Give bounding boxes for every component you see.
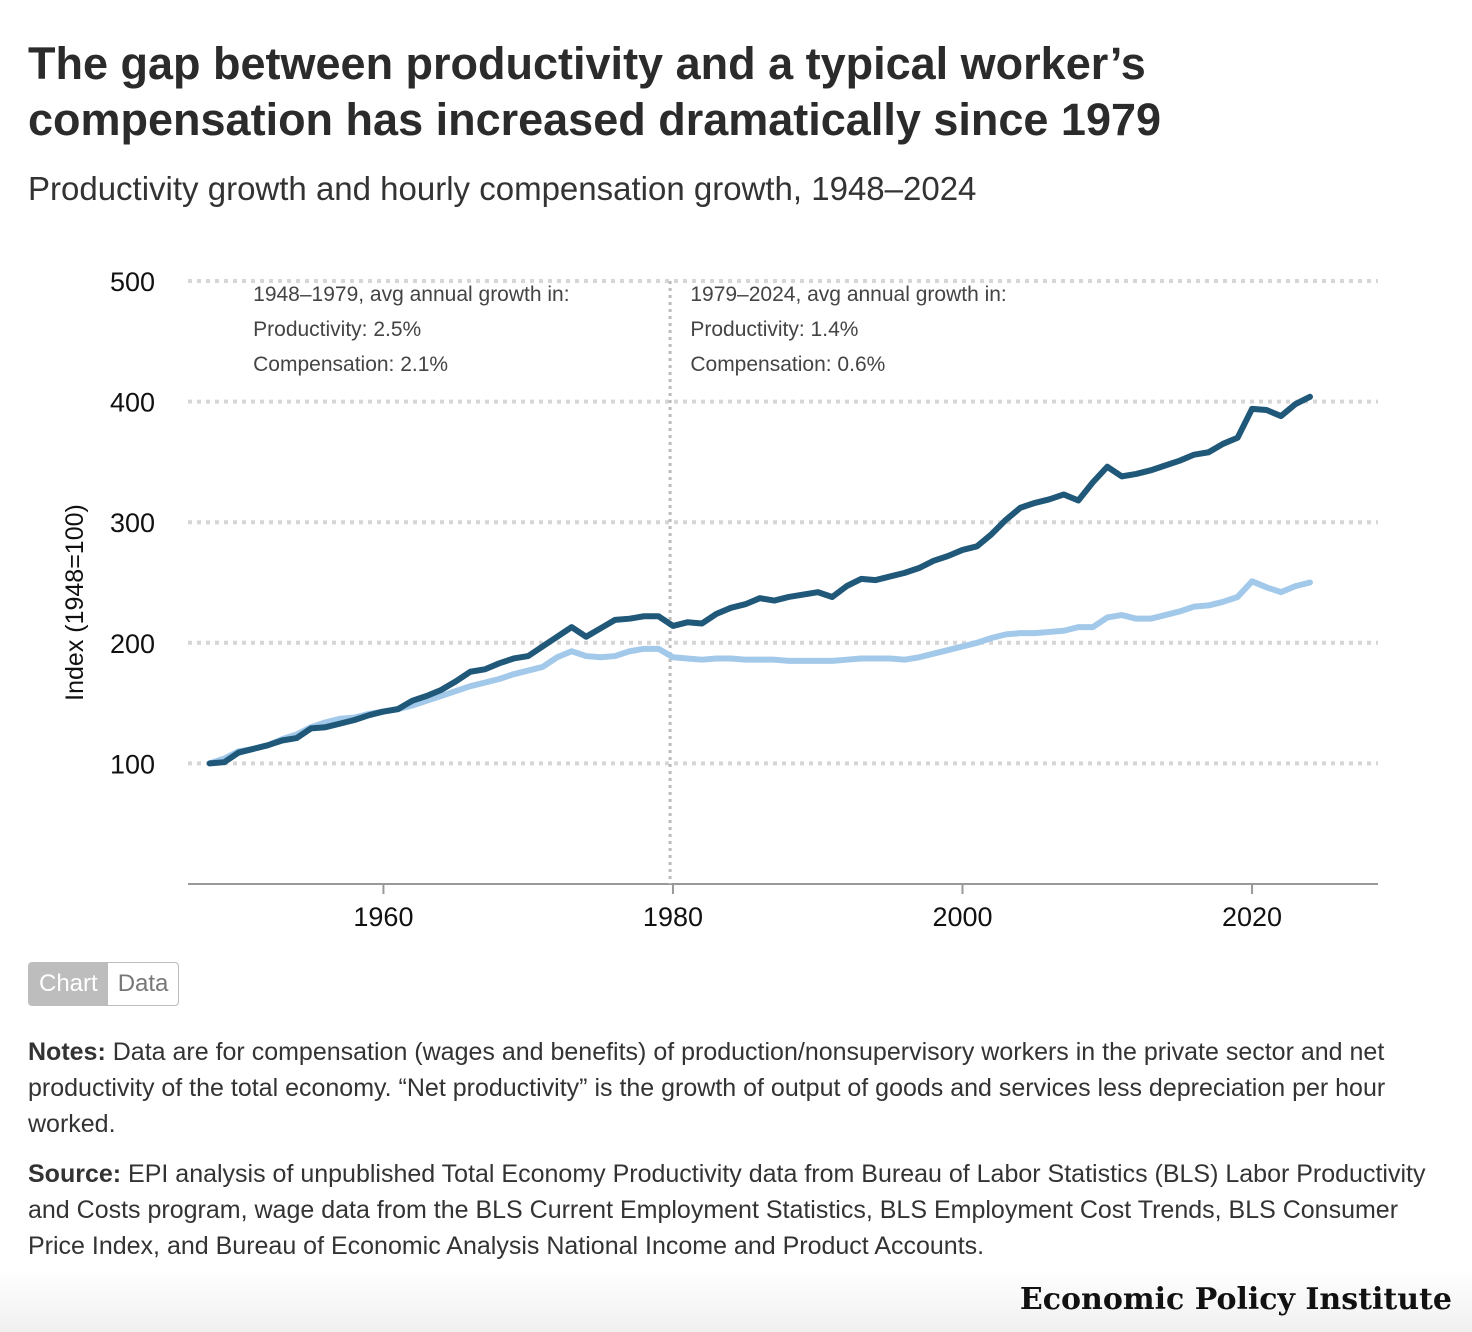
chart-tab-button[interactable]: Chart xyxy=(29,963,108,1005)
annotation-line: Compensation: 2.1% xyxy=(253,353,448,376)
x-tick-label: 2020 xyxy=(1222,902,1282,932)
y-tick-label: 200 xyxy=(110,629,155,659)
footer-band xyxy=(0,1270,1472,1332)
source-label: Source: xyxy=(28,1160,122,1188)
annotation-line: Productivity: 2.5% xyxy=(253,318,421,341)
y-tick-label: 300 xyxy=(110,508,155,538)
y-axis-label: Index (1948=100) xyxy=(61,504,89,701)
chart-subtitle: Productivity growth and hourly compensat… xyxy=(28,170,977,207)
x-tick-label: 1960 xyxy=(353,902,413,932)
annotation-line: Productivity: 1.4% xyxy=(690,318,858,341)
x-tick-label: 2000 xyxy=(932,902,992,932)
x-tick-label: 1980 xyxy=(643,902,703,932)
source-text: EPI analysis of unpublished Total Econom… xyxy=(28,1160,1426,1260)
annotation-line: 1948–1979, avg annual growth in: xyxy=(253,283,569,306)
notes-paragraph: Notes: Data are for compensation (wages … xyxy=(28,1034,1428,1142)
notes-text: Data are for compensation (wages and ben… xyxy=(28,1038,1386,1138)
y-tick-label: 500 xyxy=(110,267,155,297)
annotation-line: Compensation: 0.6% xyxy=(690,353,885,376)
y-tick-label: 400 xyxy=(110,388,155,418)
epi-logo-text: Economic Policy Institute xyxy=(1019,1282,1452,1317)
line-chart: 100 200 300 400 500 1960 1980 2000 2020 Index (19… xyxy=(61,267,1378,932)
series-line-productivity xyxy=(206,393,1313,767)
chart-title: The gap between productivity and a typic… xyxy=(28,38,1162,145)
notes-label: Notes: xyxy=(28,1038,106,1066)
y-tick-label: 100 xyxy=(110,749,155,779)
source-paragraph: Source: EPI analysis of unpublished Tota… xyxy=(28,1156,1428,1264)
annotation-line: 1979–2024, avg annual growth in: xyxy=(690,283,1006,306)
data-tab-button[interactable]: Data xyxy=(117,970,169,997)
view-toggle: Chart Data xyxy=(28,962,180,1006)
series-line-compensation xyxy=(206,578,1313,767)
